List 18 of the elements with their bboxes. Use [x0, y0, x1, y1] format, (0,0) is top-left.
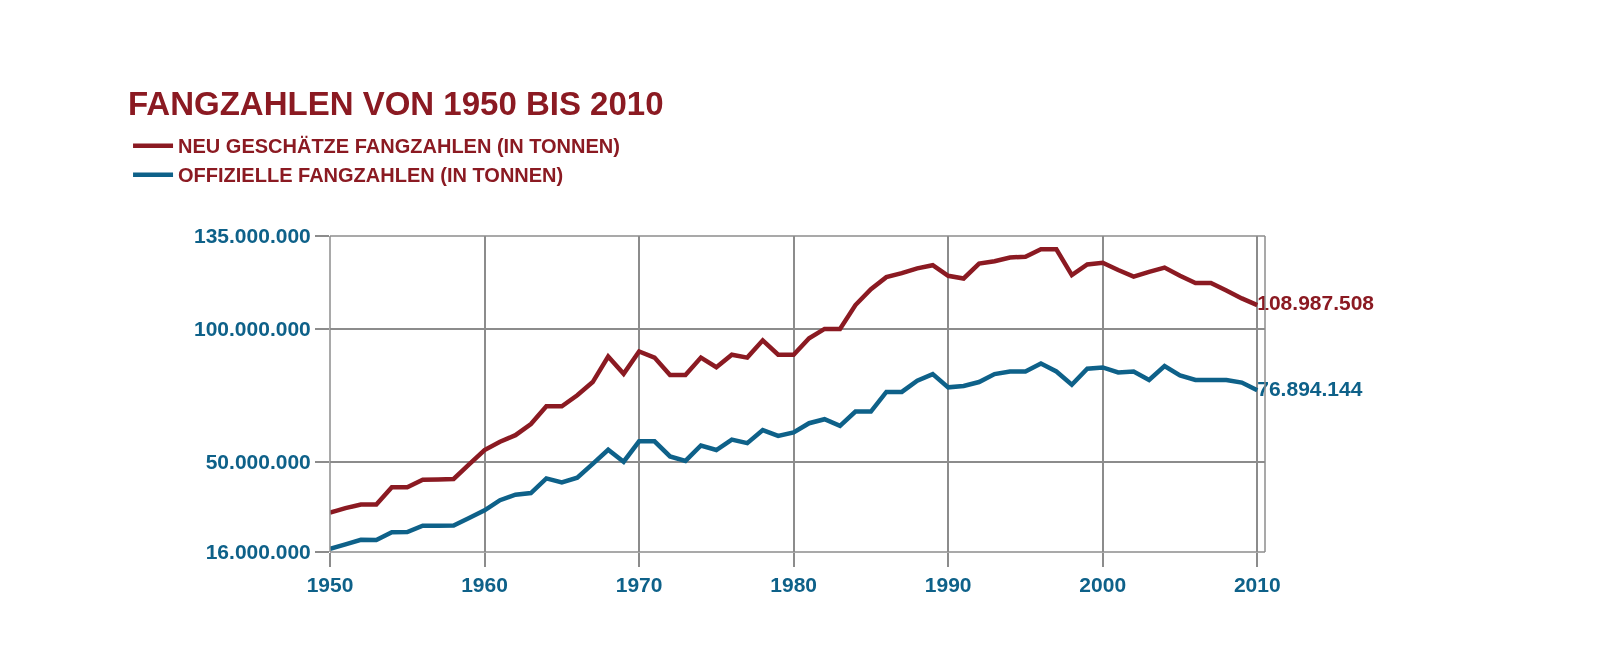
x-tick-label: 1950: [306, 573, 354, 597]
x-tick-label: 1960: [461, 573, 508, 597]
y-tick-label: 100.000.000: [194, 317, 311, 341]
x-tick-label: 1970: [615, 573, 663, 597]
legend-label: OFFIZIELLE FANGZAHLEN (IN TONNEN): [178, 164, 564, 187]
data-label: 76.894.144: [1257, 376, 1363, 400]
line-series: [330, 247, 1260, 515]
data-label: 108.987.508: [1257, 291, 1375, 315]
x-tick-label: 1990: [924, 573, 972, 597]
line-series: [330, 361, 1260, 552]
legend-label: NEU GESCHÄTZE FANGZAHLEN (IN TONNEN): [178, 135, 620, 158]
y-tick-label: 16.000.000: [205, 540, 311, 564]
chart-title: FANGZAHLEN VON 1950 BIS 2010: [128, 84, 664, 122]
x-tick-label: 2010: [1233, 573, 1281, 597]
y-tick-label: 50.000.000: [205, 450, 311, 474]
x-tick-label: 2000: [1079, 573, 1127, 597]
x-tick-label: 1980: [770, 573, 817, 597]
y-tick-label: 135.000.000: [194, 224, 311, 248]
